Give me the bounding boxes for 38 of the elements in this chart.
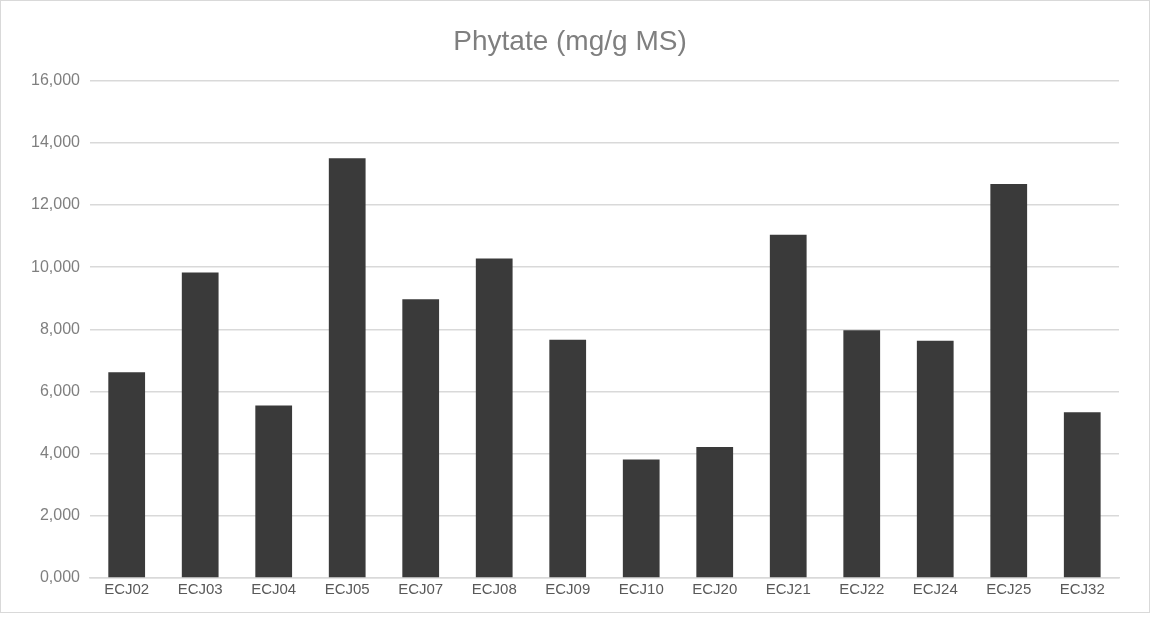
bar [549,339,587,578]
y-tick-label: 4,000 [39,444,81,462]
x-tick-label: ECJ32 [1059,580,1105,598]
bar [990,184,1028,578]
x-tick-label: ECJ05 [324,580,370,598]
y-tick-label: 8,000 [39,319,81,337]
bar [622,459,660,578]
y-tick-label: 12,000 [31,195,81,213]
x-tick-label: ECJ10 [618,580,664,598]
x-tick-label: ECJ21 [765,580,811,598]
x-tick-label: ECJ24 [912,580,958,598]
bar [328,158,366,578]
y-tick-label: 0,000 [39,568,81,586]
x-tick-label: ECJ20 [692,580,738,598]
y-tick-label: 16,000 [31,71,81,89]
y-tick-label: 2,000 [39,506,81,524]
bar [769,234,807,578]
x-tick-label: ECJ02 [104,580,150,598]
bar [916,340,954,578]
chart-title: Phytate (mg/g MS) [453,24,687,56]
x-tick-label: ECJ09 [545,580,591,598]
x-tick-label: ECJ08 [471,580,517,598]
x-tick-label: ECJ03 [177,580,223,598]
x-tick-label: ECJ07 [398,580,444,598]
bar [475,258,513,578]
y-tick-label: 6,000 [39,381,81,399]
bar [1063,412,1101,578]
bar [181,272,219,578]
bar [108,372,146,578]
bar [843,330,881,578]
y-tick-label: 14,000 [31,133,81,151]
bar [255,405,293,578]
x-tick-label: ECJ04 [251,580,297,598]
bar [696,447,734,578]
bar [402,299,440,578]
x-tick-label: ECJ22 [839,580,885,598]
x-tick-label: ECJ25 [986,580,1032,598]
y-tick-label: 10,000 [31,257,81,275]
